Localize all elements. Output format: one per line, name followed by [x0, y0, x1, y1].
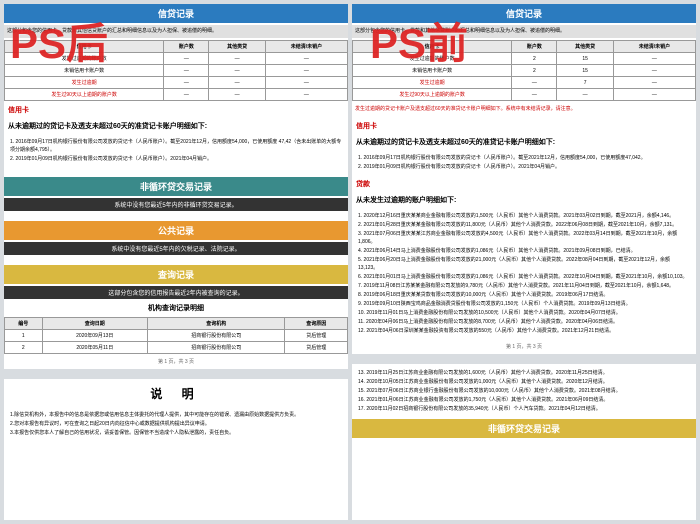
left-header-query: 查询记录	[4, 265, 348, 284]
stamp-before: PS前	[370, 10, 468, 71]
right-panel: 信贷记录 这部分包含您的信用卡、贷款和其他信贷账户的汇总和明细信息以及为人担保、…	[352, 4, 696, 520]
right-loan-lines-2: 13. 2019年11月25日江苏商业金融有限公司发放的1,600元（人民币）其…	[352, 366, 696, 417]
left-header-nonloop: 非循环贷交易记录	[4, 177, 348, 196]
left-qtitle: 机构查询记录明细	[4, 301, 348, 315]
left-dark2: 系统中没有您最近5年内的非循环贷交易记录。	[4, 198, 348, 211]
left-dark3: 系统中没有您最近5年内的欠税记录、法院记录。	[4, 242, 348, 255]
left-cc-lines: 1. 2016年09月17日机构银行股份有限公司发放的贷记卡（人民币账户）。截至…	[4, 135, 348, 167]
right-rednote: 发生过逾期的贷记卡账户及透支超过60天的准贷记卡账户明细如下。系统中有未结清记录…	[352, 103, 696, 117]
right-header-nonloop: 非循环贷交易记录	[352, 419, 696, 438]
left-header-public: 公共记录	[4, 221, 348, 240]
left-panel: 信贷记录 这部分包含您的信用卡、贷款和其他信贷账户的汇总和明细信息以及为人担保、…	[4, 4, 348, 520]
left-explanation: 1.除信贷机构外，本报告中的信息是依据您或信用信息主体委托的代理人提供，其中可能…	[4, 408, 348, 441]
right-sub1: 从未逾期过的贷记卡及透支未超过60天的准贷记卡账户明细如下:	[352, 135, 696, 149]
right-cc-lines: 1. 2016年09月17日机构银行股份有限公司发放的贷记卡（人民币账户）。截至…	[352, 151, 696, 175]
left-sub1: 从未逾期过的贷记卡及透支未超过60天的准贷记卡账户明细如下:	[4, 119, 348, 133]
right-loan-lines: 1. 2020年12月16日重庆某某商业金融有限公司发放的1,500元（人民币）…	[352, 209, 696, 339]
right-footer: 第 1 页，共 3 页	[352, 341, 696, 352]
left-creditcard-title: 信用卡	[4, 103, 348, 117]
left-dark4: 这部分包含您的信用报告最近2年内被查询的记录。	[4, 286, 348, 299]
left-query-table: 编号查询日期查询机构查询原因 12020年09月13日招商银行股份有限公司贷后管…	[4, 317, 348, 354]
right-creditcard-title: 信用卡	[352, 119, 696, 133]
left-explanation-title: 说 明	[4, 381, 348, 406]
stamp-after: PS后	[10, 10, 108, 71]
left-footer: 第 1 页，共 3 页	[4, 356, 348, 367]
right-loan-title: 贷款	[352, 177, 696, 191]
right-sub2: 从未发生过逾期的账户明细如下:	[352, 193, 696, 207]
